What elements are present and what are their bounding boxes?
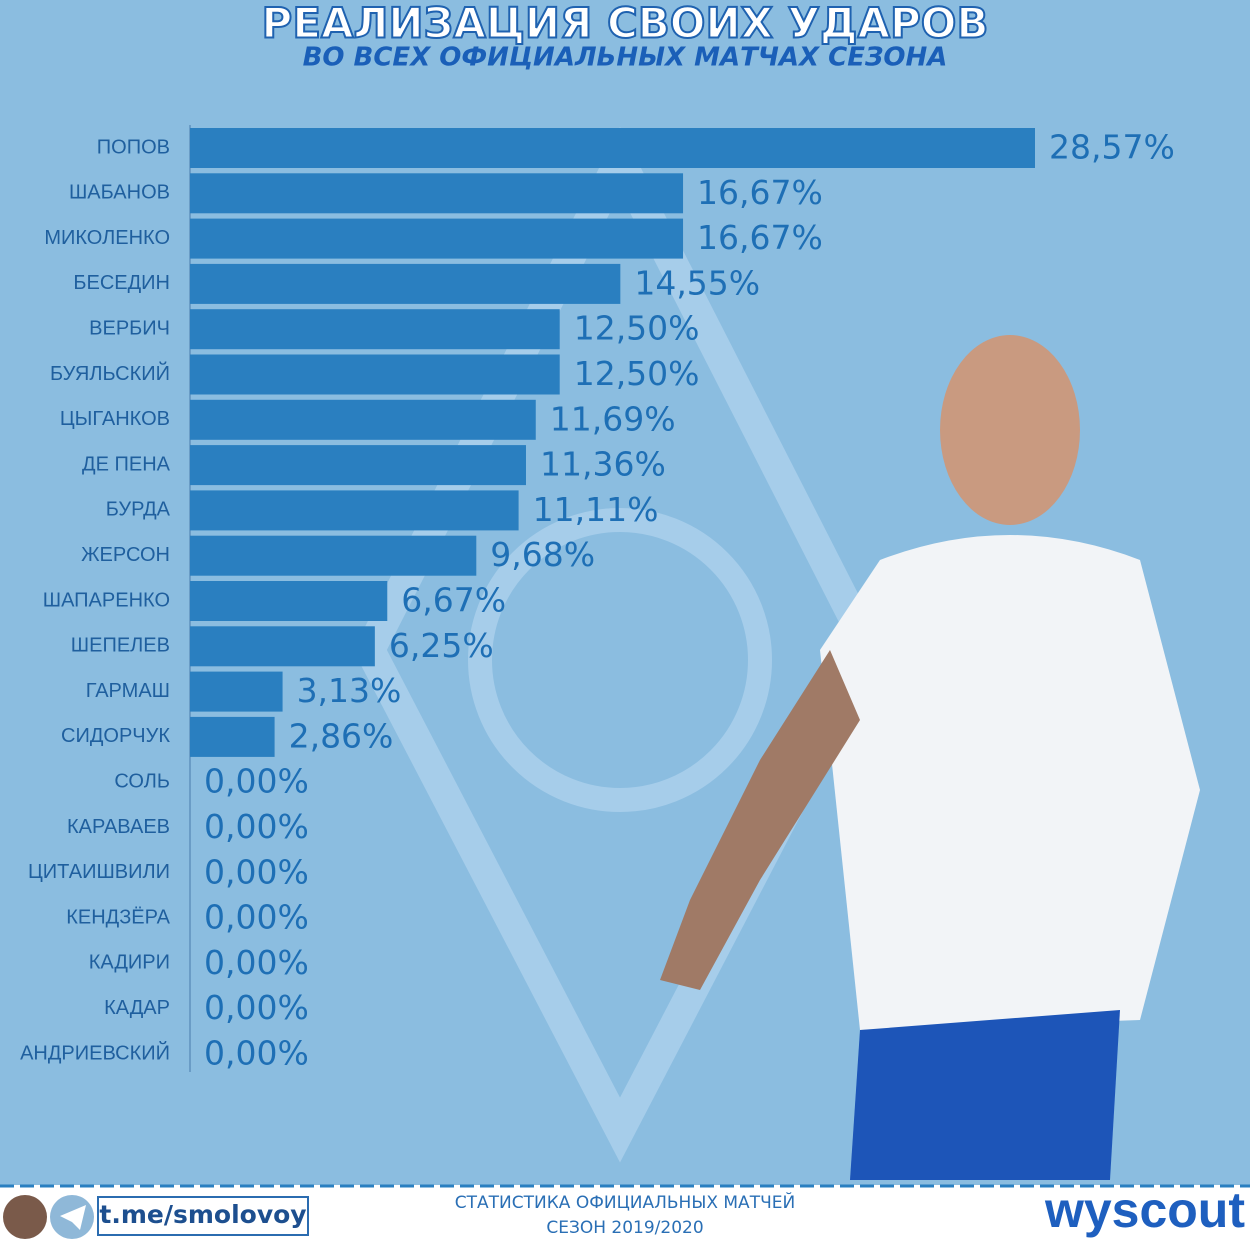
chart-subtitle: ВО ВСЕХ ОФИЦИАЛЬНЫХ МАТЧАХ СЕЗОНА [303,43,948,73]
value-label: 12,50% [574,309,700,348]
category-label: БЕСЕДИН [73,272,170,294]
bar [190,263,621,304]
value-label: 0,00% [204,943,309,982]
value-label: 2,86% [289,716,394,755]
category-label: ДЕ ПЕНА [82,453,171,475]
bar [190,581,388,621]
bar [190,128,1035,168]
category-label: ГАРМАШ [86,680,170,702]
category-label: МИКОЛЕНКО [44,227,170,249]
bar [190,535,477,576]
value-label: 16,67% [697,173,823,212]
category-label: ШАПАРЕНКО [43,589,170,611]
category-label: БУРДА [106,499,171,521]
value-label: 6,25% [389,626,494,665]
footer-note: СЕЗОН 2019/2020 [546,1218,703,1238]
value-label: 11,11% [533,490,659,529]
category-label: ШЕПЕЛЕВ [71,635,170,657]
category-label: ПОПОВ [97,136,170,158]
value-label: 14,55% [634,263,760,302]
watermark [353,126,887,1163]
channel-box[interactable] [97,1196,309,1236]
category-label: АНДРИЕВСКИЙ [20,1040,170,1064]
bar [190,399,536,440]
value-label: 0,00% [204,898,309,937]
category-label: КАРАВАЕВ [67,816,170,838]
value-label: 28,57% [1049,128,1175,167]
player-figure [660,335,1200,1180]
value-label: 0,00% [204,1034,309,1073]
bar [190,445,526,486]
value-label: 0,00% [204,807,309,846]
bar [190,671,283,712]
category-label: КАДАР [104,997,170,1019]
bar [190,173,684,214]
category-label: КАДИРИ [89,952,170,974]
value-label: 0,00% [204,852,309,891]
value-label: 3,13% [297,671,402,710]
category-label: СОЛЬ [114,770,170,792]
value-label: 0,00% [204,762,309,801]
avatar [3,1195,47,1239]
value-label: 9,68% [490,535,595,574]
bar [190,716,275,757]
value-label: 16,67% [697,218,823,257]
category-label: ЖЕРСОН [81,544,170,566]
category-label: БУЯЛЬСКИЙ [50,361,170,385]
value-label: 0,00% [204,988,309,1027]
bar [190,218,684,259]
category-label: ШАБАНОВ [69,182,170,204]
category-label: ЦИТАИШВИЛИ [28,861,170,883]
bar [190,626,375,667]
category-label: СИДОРЧУК [61,725,170,747]
bar [190,309,560,350]
value-label: 6,67% [401,581,506,620]
value-label: 11,69% [550,399,676,438]
value-label: 11,36% [540,445,666,484]
category-label: ВЕРБИЧ [89,317,170,339]
channel-link[interactable]: t.me/smolovoy [99,1200,306,1229]
brand-logo: wyscout [1044,1182,1245,1238]
bar [190,354,560,395]
bar [190,490,519,531]
value-label: 12,50% [574,354,700,393]
chart-title: РЕАЛИЗАЦИЯ СВОИХ УДАРОВ [262,0,989,48]
category-label: КЕНДЗЁРА [66,906,170,928]
telegram-plane [60,1205,86,1230]
footer-note: СТАТИСТИКА ОФИЦИАЛЬНЫХ МАТЧЕЙ [455,1191,795,1213]
category-label: ЦЫГАНКОВ [60,408,170,430]
